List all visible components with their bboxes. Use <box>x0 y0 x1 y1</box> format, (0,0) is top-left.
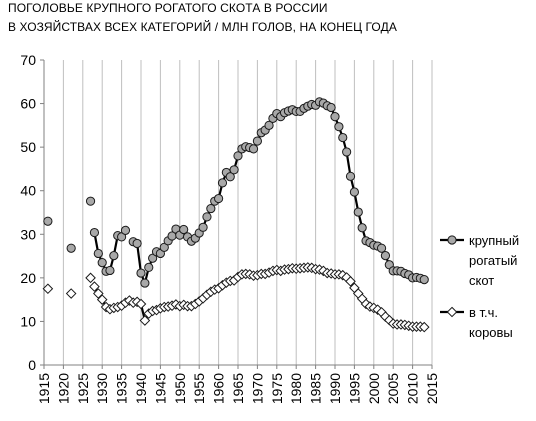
data-point <box>206 203 216 214</box>
data-point <box>225 172 235 182</box>
legend-label: крупный <box>469 233 519 248</box>
x-tick-label: 1945 <box>152 373 168 404</box>
y-tick-label: 50 <box>20 139 36 155</box>
data-point <box>93 288 104 299</box>
x-tick-label: 1995 <box>346 373 362 404</box>
legend-label: в т.ч. <box>469 305 498 320</box>
data-point <box>140 278 150 288</box>
y-tick-label: 30 <box>20 226 36 242</box>
legend-label: скот <box>469 273 494 288</box>
x-tick-label: 1955 <box>191 373 207 404</box>
data-point <box>89 281 100 292</box>
data-point <box>233 151 243 161</box>
data-point <box>349 187 359 197</box>
data-point <box>357 223 367 233</box>
x-tick-label: 1960 <box>211 373 227 404</box>
y-tick-labels: 0 10 20 30 40 50 60 70 <box>20 52 36 373</box>
legend-marker <box>446 306 458 318</box>
legend-item-cows: в т.ч. коровы <box>440 305 513 340</box>
y-tick-label: 0 <box>28 357 36 373</box>
data-point <box>342 147 352 157</box>
data-point <box>132 238 142 249</box>
data-point <box>264 120 274 130</box>
data-point <box>139 315 151 326</box>
x-tick-label: 1935 <box>114 373 130 404</box>
data-point <box>65 288 77 299</box>
x-tick-label: 1915 <box>36 373 52 404</box>
chart-subtitle: В ХОЗЯЙСТВАХ ВСЕХ КАТЕГОРИЙ / МЛН ГОЛОВ,… <box>8 20 397 34</box>
data-point <box>330 112 340 122</box>
data-point <box>418 321 430 333</box>
data-point <box>198 222 208 232</box>
data-point <box>334 122 344 132</box>
data-point <box>97 258 107 268</box>
data-point <box>419 275 429 285</box>
y-tick-label: 10 <box>20 313 36 329</box>
data-point <box>144 262 154 272</box>
legend-label: коровы <box>469 325 513 340</box>
y-tick-label: 40 <box>20 183 36 199</box>
data-point <box>229 165 239 175</box>
series-cows <box>42 262 430 333</box>
x-tick-label: 1990 <box>327 373 343 404</box>
series-cattle <box>43 97 429 288</box>
data-point <box>345 171 356 181</box>
data-point <box>43 216 53 226</box>
grid-lines <box>43 60 433 365</box>
data-point <box>66 243 76 253</box>
x-tick-label: 1975 <box>269 373 285 404</box>
data-point <box>42 283 54 295</box>
data-point <box>179 224 189 235</box>
axes <box>40 59 433 369</box>
x-tick-label: 1940 <box>133 373 149 404</box>
x-tick-label: 1930 <box>94 373 110 404</box>
x-tick-label: 1980 <box>288 373 304 404</box>
data-point <box>214 193 224 204</box>
data-point <box>120 225 131 235</box>
data-point <box>252 136 262 146</box>
x-tick-label: 1965 <box>230 373 246 404</box>
data-point <box>345 276 356 287</box>
x-tick-label: 1920 <box>55 373 71 404</box>
legend-item-cattle: крупный рогатый скот <box>440 233 519 288</box>
data-point <box>109 251 119 261</box>
data-point <box>217 178 228 188</box>
series-layer <box>42 97 430 333</box>
y-tick-label: 60 <box>20 96 36 112</box>
x-tick-label: 1925 <box>75 373 91 404</box>
data-point <box>338 132 348 143</box>
legend: крупный рогатый скот в т.ч. коровы <box>440 233 519 340</box>
x-tick-label: 1985 <box>308 373 324 404</box>
data-point <box>96 294 108 305</box>
data-point <box>326 102 336 113</box>
data-point <box>105 265 115 276</box>
x-tick-label: 2015 <box>424 373 440 404</box>
legend-label: рогатый <box>469 253 517 268</box>
x-tick-labels: 1915 1920 1925 1930 1935 1940 1945 1950 1955 1960… <box>36 373 440 404</box>
chart-title: ПОГОЛОВЬЕ КРУПНОГО РОГАТОГО СКОТА В РОСС… <box>8 1 328 15</box>
data-point <box>93 248 103 259</box>
data-point <box>135 298 147 310</box>
data-point <box>376 243 387 253</box>
series-line <box>132 100 425 285</box>
data-point <box>136 268 146 278</box>
x-tick-label: 2000 <box>366 373 382 404</box>
x-tick-label: 2005 <box>385 373 401 404</box>
data-point <box>380 251 391 261</box>
data-point <box>248 144 259 154</box>
legend-marker <box>447 235 457 245</box>
data-point <box>353 207 363 217</box>
y-tick-label: 20 <box>20 270 36 286</box>
data-point <box>85 196 96 206</box>
x-tick-label: 1950 <box>172 373 188 404</box>
x-tick-label: 1970 <box>249 373 265 404</box>
data-point <box>85 272 96 284</box>
y-tick-label: 70 <box>20 52 36 68</box>
x-tick-label: 2010 <box>405 373 421 404</box>
data-point <box>89 227 100 238</box>
data-point <box>202 212 212 222</box>
